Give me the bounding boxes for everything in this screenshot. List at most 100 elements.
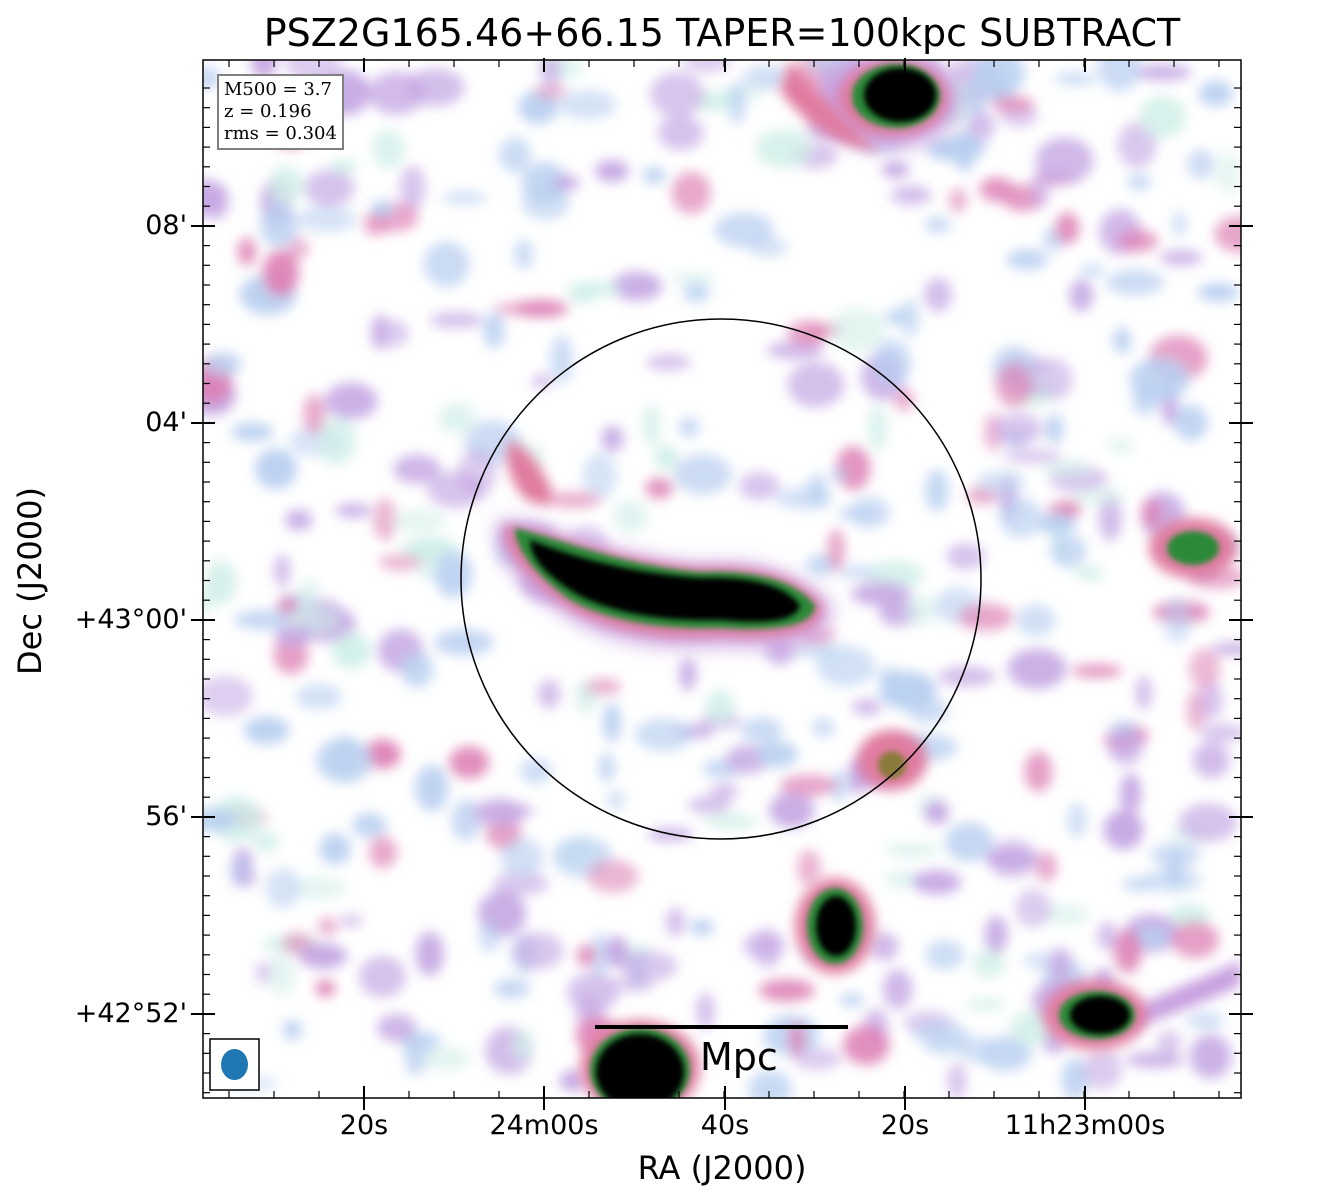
noise-blob bbox=[558, 89, 617, 120]
noise-blob bbox=[948, 188, 968, 213]
noise-blob bbox=[994, 413, 1043, 446]
noise-blob bbox=[1171, 211, 1188, 237]
noise-blob bbox=[602, 702, 621, 743]
noise-blob bbox=[807, 473, 828, 509]
noise-blob bbox=[352, 812, 388, 838]
noise-blob bbox=[1127, 174, 1152, 191]
noise-blob bbox=[925, 939, 965, 970]
noise-blob bbox=[924, 277, 953, 313]
noise-blob bbox=[304, 169, 355, 207]
noise-blob bbox=[743, 64, 791, 91]
noise-blob bbox=[268, 166, 304, 206]
y-axis-label: Dec (J2000) bbox=[11, 487, 49, 675]
noise-blob bbox=[607, 789, 625, 810]
axis-ticks bbox=[191, 58, 1253, 1110]
noise-blob bbox=[203, 807, 239, 832]
noise-blob bbox=[1106, 269, 1165, 296]
noise-blob bbox=[331, 633, 372, 669]
noise-blob bbox=[534, 84, 568, 99]
compact-source-right bbox=[1149, 518, 1237, 578]
noise-blob bbox=[1171, 921, 1219, 958]
noise-blob bbox=[295, 684, 343, 710]
figure-title: PSZ2G165.46+66.15 TAPER=100kpc SUBTRACT bbox=[263, 11, 1181, 55]
noise-blob bbox=[669, 272, 718, 285]
noise-blob bbox=[881, 161, 910, 178]
noise-blob bbox=[268, 953, 295, 996]
noise-blob bbox=[924, 1038, 970, 1055]
noise-blob bbox=[260, 203, 298, 248]
noise-blob bbox=[458, 448, 497, 497]
noise-blob bbox=[284, 509, 313, 531]
noise-blob bbox=[1192, 741, 1230, 779]
background-noise-emission bbox=[203, 60, 1241, 1098]
noise-blob bbox=[634, 718, 693, 752]
noise-blob bbox=[884, 844, 940, 857]
noise-blob bbox=[1139, 95, 1186, 139]
y-tick-label: +42°52' bbox=[74, 998, 187, 1029]
noise-blob bbox=[415, 764, 449, 812]
noise-blob bbox=[851, 581, 911, 607]
noise-blob bbox=[984, 915, 1008, 954]
noise-blob bbox=[203, 675, 253, 717]
noise-blob bbox=[1006, 249, 1048, 270]
noise-blob bbox=[1103, 809, 1144, 850]
y-tick-label: +43°00' bbox=[74, 604, 187, 635]
noise-blob bbox=[1097, 60, 1142, 92]
noise-blob bbox=[654, 444, 679, 470]
noise-blob bbox=[376, 1014, 417, 1042]
noise-blob bbox=[816, 645, 875, 687]
noise-blob bbox=[335, 503, 372, 518]
noise-blob bbox=[743, 931, 785, 960]
noise-blob bbox=[1216, 153, 1240, 194]
noise-blob bbox=[423, 1046, 471, 1071]
noise-blob bbox=[513, 932, 564, 970]
noise-blob bbox=[393, 454, 441, 484]
noise-blob bbox=[601, 425, 624, 452]
noise-blob bbox=[1097, 921, 1118, 951]
noise-blob bbox=[1069, 279, 1094, 312]
noise-blob bbox=[748, 1070, 793, 1098]
noise-blob bbox=[787, 362, 845, 408]
noise-blob bbox=[851, 699, 882, 716]
noise-blob bbox=[999, 498, 1042, 538]
noise-blob bbox=[650, 71, 705, 118]
y-tick-label: 56' bbox=[145, 801, 187, 832]
noise-blob bbox=[392, 509, 447, 533]
noise-blob bbox=[1080, 263, 1104, 278]
noise-blob bbox=[1083, 1049, 1123, 1090]
noise-blob bbox=[642, 166, 666, 184]
noise-blob bbox=[756, 741, 798, 768]
cluster-info-box: M500 = 3.7 z = 0.196 rms = 0.304 bbox=[217, 74, 344, 150]
noise-blob bbox=[924, 217, 951, 233]
noise-blob bbox=[1163, 597, 1192, 644]
noise-blob bbox=[806, 554, 836, 576]
noise-blob bbox=[1214, 215, 1241, 253]
y-tick-label: 04' bbox=[145, 407, 187, 438]
noise-blob bbox=[441, 191, 488, 205]
m500-value: M500 = 3.7 bbox=[224, 79, 332, 100]
noise-blob bbox=[995, 363, 1034, 408]
noise-blob bbox=[843, 1025, 890, 1065]
noise-blob bbox=[1003, 450, 1063, 463]
noise-blob bbox=[748, 236, 788, 257]
noise-blob bbox=[230, 422, 274, 442]
noise-blob bbox=[1015, 888, 1052, 928]
noise-blob bbox=[520, 758, 552, 784]
noise-blob bbox=[203, 66, 220, 90]
noise-blob bbox=[265, 867, 301, 909]
noise-blob bbox=[478, 921, 500, 953]
noise-blob bbox=[317, 417, 357, 465]
noise-blob bbox=[518, 90, 558, 124]
noise-blob bbox=[1061, 1058, 1089, 1098]
noise-blob bbox=[642, 403, 661, 448]
y-tick-label: 08' bbox=[145, 210, 187, 241]
noise-blob bbox=[237, 237, 257, 266]
noise-blob bbox=[1188, 648, 1221, 689]
noise-blob bbox=[493, 979, 531, 999]
noise-blob bbox=[423, 241, 470, 287]
noise-blob bbox=[1122, 876, 1158, 892]
noise-blob bbox=[671, 171, 711, 214]
noise-blob bbox=[1165, 851, 1185, 889]
noise-blob bbox=[499, 137, 531, 173]
noise-blob bbox=[559, 1070, 586, 1092]
